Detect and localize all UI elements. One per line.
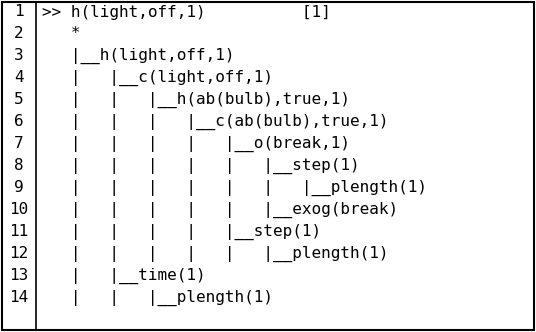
Text: 8: 8 [14,158,24,174]
Text: |   |   |   |   |   |__exog(break): | | | | | |__exog(break) [42,202,398,218]
Text: 12: 12 [9,246,28,262]
Text: 4: 4 [14,70,24,86]
Text: |__h(light,off,1): |__h(light,off,1) [42,48,235,64]
Text: 5: 5 [14,93,24,108]
Text: |   |   |   |   |   |__plength(1): | | | | | |__plength(1) [42,246,389,262]
Text: 6: 6 [14,115,24,129]
Text: 14: 14 [9,290,28,305]
Text: 9: 9 [14,181,24,196]
Text: 7: 7 [14,136,24,151]
Text: |   |   |__h(ab(bulb),true,1): | | |__h(ab(bulb),true,1) [42,92,350,108]
Text: 2: 2 [14,27,24,42]
Text: 13: 13 [9,269,28,284]
Text: 3: 3 [14,48,24,63]
Text: 10: 10 [9,203,28,217]
Text: |   |   |   |   |__o(break,1): | | | | |__o(break,1) [42,136,350,152]
Text: |   |   |   |   |   |   |__plength(1): | | | | | | |__plength(1) [42,180,427,196]
Text: >> h(light,off,1)          [1]: >> h(light,off,1) [1] [42,5,331,20]
Text: |   |   |   |   |__step(1): | | | | |__step(1) [42,224,321,240]
Text: |   |   |   |   |   |__step(1): | | | | | |__step(1) [42,158,360,174]
Text: 1: 1 [14,5,24,20]
Text: *: * [42,27,80,42]
Text: |   |__time(1): | |__time(1) [42,268,206,284]
Text: |   |   |__plength(1): | | |__plength(1) [42,290,273,306]
Text: 11: 11 [9,224,28,239]
Text: |   |__c(light,off,1): | |__c(light,off,1) [42,70,273,86]
Text: |   |   |   |__c(ab(bulb),true,1): | | | |__c(ab(bulb),true,1) [42,114,389,130]
